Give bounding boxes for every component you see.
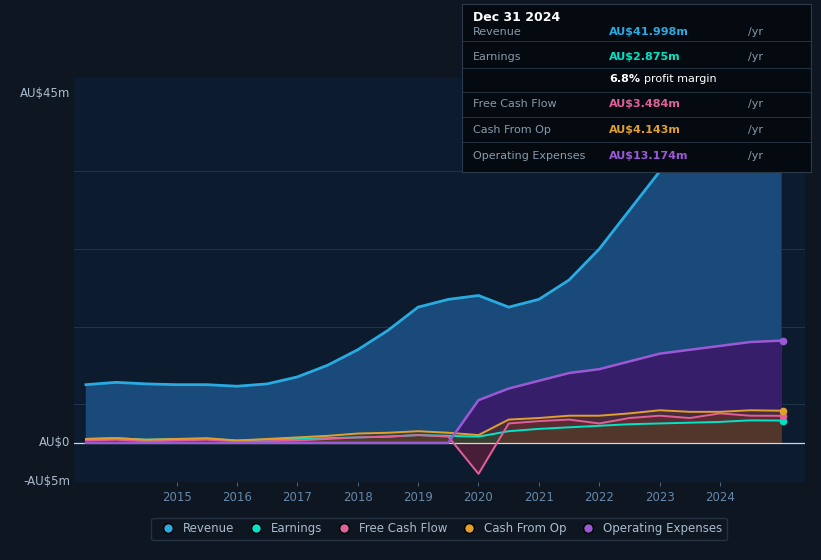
Text: -AU$5m: -AU$5m xyxy=(23,475,71,488)
Text: Revenue: Revenue xyxy=(473,27,521,37)
Text: AU$4.143m: AU$4.143m xyxy=(609,125,681,134)
Text: AU$41.998m: AU$41.998m xyxy=(609,27,689,37)
Text: AU$13.174m: AU$13.174m xyxy=(609,151,688,161)
Text: Earnings: Earnings xyxy=(473,53,521,62)
Text: AU$2.875m: AU$2.875m xyxy=(609,53,681,62)
Text: AU$45m: AU$45m xyxy=(20,87,71,100)
Text: profit margin: profit margin xyxy=(644,74,716,84)
Legend: Revenue, Earnings, Free Cash Flow, Cash From Op, Operating Expenses: Revenue, Earnings, Free Cash Flow, Cash … xyxy=(151,518,727,540)
Text: 6.8%: 6.8% xyxy=(609,74,640,84)
Text: /yr: /yr xyxy=(749,53,764,62)
Text: Dec 31 2024: Dec 31 2024 xyxy=(473,11,560,24)
Text: /yr: /yr xyxy=(749,100,764,109)
Text: Cash From Op: Cash From Op xyxy=(473,125,551,134)
Text: /yr: /yr xyxy=(749,27,764,37)
Text: Free Cash Flow: Free Cash Flow xyxy=(473,100,557,109)
Text: AU$3.484m: AU$3.484m xyxy=(609,100,681,109)
Text: Operating Expenses: Operating Expenses xyxy=(473,151,585,161)
Text: /yr: /yr xyxy=(749,151,764,161)
Text: AU$0: AU$0 xyxy=(39,436,71,449)
Text: /yr: /yr xyxy=(749,125,764,134)
